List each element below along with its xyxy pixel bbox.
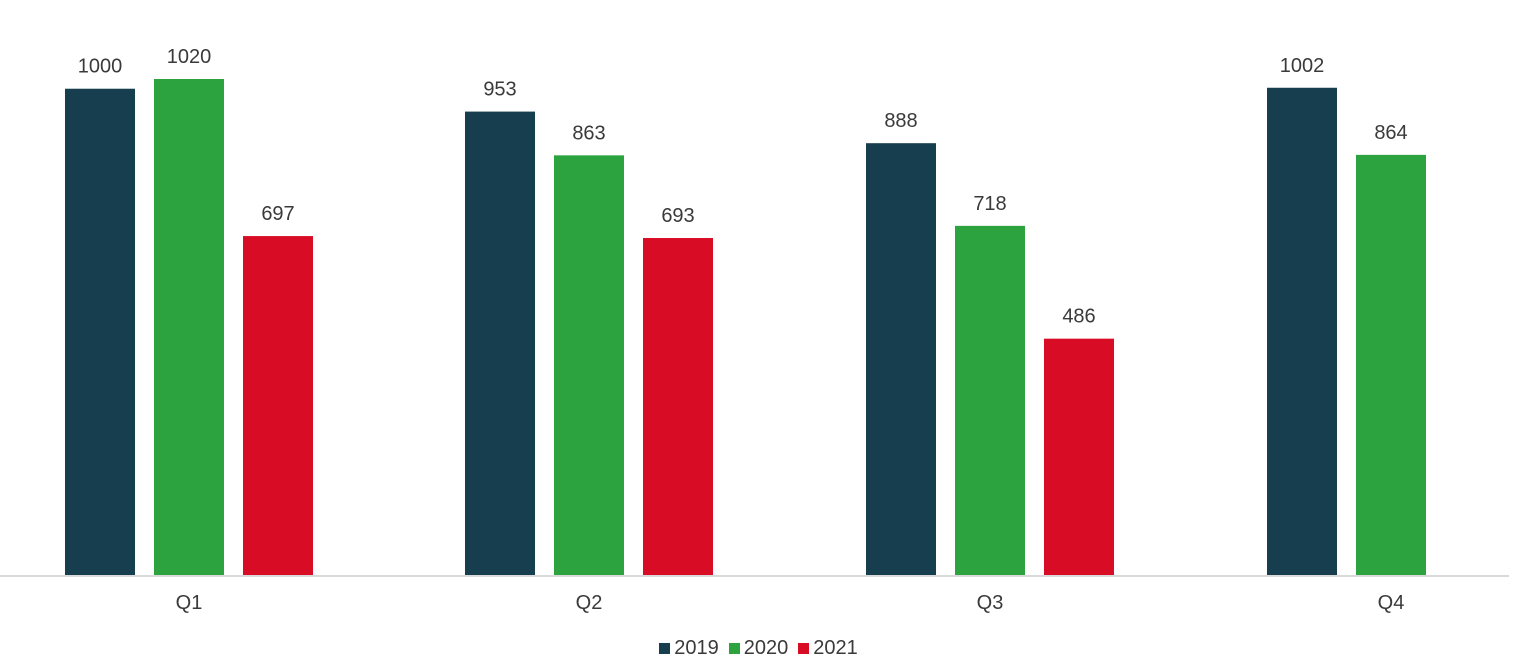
bar-q1-2020 [154,79,224,575]
x-tick-label-q2: Q2 [576,592,603,614]
bar-q3-2019 [866,143,936,575]
legend-item-2020: 2020 [728,636,789,660]
bar-q4-2019 [1267,87,1337,576]
data-label-q1-2019: 1000 [78,56,123,78]
bars-layer [65,79,1426,576]
legend-label-2019: 2019 [674,636,719,659]
data-label-q1-2021: 697 [261,203,294,225]
data-label-q4-2019: 1002 [1280,55,1325,77]
bar-q3-2021 [1044,338,1114,575]
legend-swatch-2019 [659,642,671,654]
legend-label-2020: 2020 [743,636,789,659]
bar-q2-2019 [465,111,535,576]
legend-swatch-2021 [798,642,810,654]
legend: 2019 2020 2021 [0,634,1517,662]
data-label-q4-2020: 864 [1374,122,1407,144]
data-label-q2-2019: 953 [483,79,516,101]
legend-item-2019: 2019 [659,637,719,660]
bar-q1-2019 [65,88,135,575]
data-labels-layer: 1000 1020 697 953 863 693 888 718 486 1002 864 [78,46,1408,328]
x-axis-tick-labels: Q1 Q2 Q3 Q4 [176,592,1405,614]
legend-label-2021: 2021 [813,636,858,659]
bar-q4-2020 [1356,154,1426,575]
data-label-q3-2019: 888 [884,110,917,132]
data-label-q2-2020: 863 [572,122,605,144]
x-tick-label-q4: Q4 [1378,592,1405,614]
legend-item-2021: 2021 [798,637,858,660]
bar-q2-2020 [554,155,624,575]
legend-swatch-2020 [728,642,740,654]
bar-q1-2021 [243,236,313,576]
bar-q3-2020 [955,225,1025,575]
data-label-q1-2020: 1020 [167,46,212,68]
x-tick-label-q3: Q3 [977,592,1004,614]
data-label-q3-2021: 486 [1062,306,1095,328]
x-tick-label-q1: Q1 [176,592,203,614]
bar-q2-2021 [643,238,713,575]
data-label-q3-2020: 718 [973,193,1006,215]
data-label-q2-2021: 693 [661,205,694,227]
